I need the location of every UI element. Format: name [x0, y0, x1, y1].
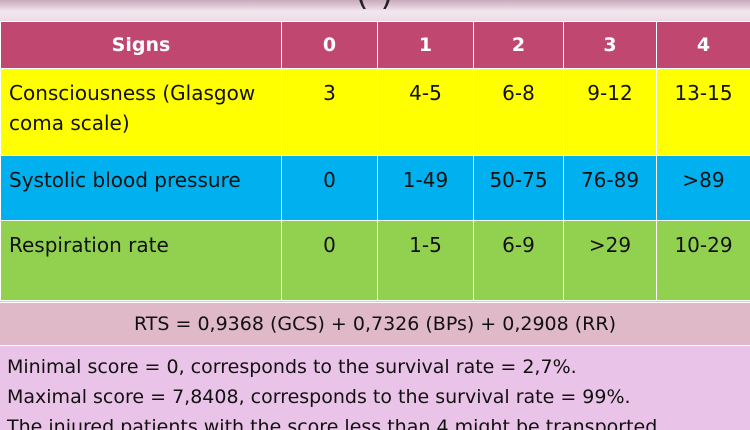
value-cell: 3: [281, 68, 378, 156]
table-row-respiration: Respiration rate 0 1-5 6-9 >29 10-29: [0, 220, 750, 301]
value-cell: 9-12: [563, 68, 657, 156]
title-band: ( ): [0, 0, 750, 21]
value-cell: 76-89: [563, 155, 657, 221]
sign-label: Respiration rate: [9, 233, 169, 257]
value-cell: 4-5: [377, 68, 474, 156]
sign-cell: Systolic blood pressure: [0, 155, 282, 221]
sign-cell: Respiration rate: [0, 220, 282, 301]
sign-label: Consciousness (Glasgow coma scale): [9, 81, 256, 135]
rts-formula: RTS = 0,9368 (GCS) + 0,7326 (BPs) + 0,29…: [0, 302, 750, 346]
notes-box: Minimal score = 0, corresponds to the su…: [0, 346, 750, 430]
value-text: 4-5: [409, 81, 442, 105]
header-score-4: 4: [656, 21, 750, 69]
table-header-row: Signs 0 1 2 3 4: [0, 21, 750, 69]
value-text: 0: [323, 168, 336, 192]
value-text: 3: [323, 81, 336, 105]
header-score-3: 3: [563, 21, 657, 69]
value-text: 10-29: [674, 233, 733, 257]
value-text: 6-9: [502, 233, 535, 257]
value-cell: 0: [281, 155, 378, 221]
value-text: >29: [588, 233, 632, 257]
value-text: >89: [682, 168, 725, 192]
value-text: 9-12: [587, 81, 633, 105]
value-text: 1-5: [409, 233, 442, 257]
sign-label: Systolic blood pressure: [9, 168, 241, 192]
value-text: 1-49: [402, 168, 449, 192]
header-score-2: 2: [473, 21, 564, 69]
value-text: 76-89: [580, 168, 640, 192]
header-score-0: 0: [281, 21, 378, 69]
value-cell: >89: [656, 155, 750, 221]
value-cell: 13-15: [656, 68, 750, 156]
table-row-blood-pressure: Systolic blood pressure 0 1-49 50-75 76-…: [0, 155, 750, 221]
value-text: 0: [323, 233, 336, 257]
value-cell: 6-8: [473, 68, 564, 156]
value-cell: 1-5: [377, 220, 474, 301]
header-score-1: 1: [377, 21, 474, 69]
value-cell: 0: [281, 220, 378, 301]
value-cell: 6-9: [473, 220, 564, 301]
header-signs: Signs: [0, 21, 282, 69]
note-maximal-score: Maximal score = 7,8408, corresponds to t…: [7, 386, 631, 408]
value-text: 13-15: [674, 81, 733, 105]
slide-title-fragment: ( ): [0, 0, 750, 12]
value-text: 50-75: [489, 168, 548, 192]
note-minimal-score: Minimal score = 0, corresponds to the su…: [7, 356, 577, 378]
note-transport: The injured patients with the score less…: [7, 416, 658, 430]
value-cell: 10-29: [656, 220, 750, 301]
value-text: 6-8: [502, 81, 535, 105]
sign-cell: Consciousness (Glasgow coma scale): [0, 68, 282, 156]
value-cell: >29: [563, 220, 657, 301]
rts-table: Signs 0 1 2 3 4 Consciousness (Glasgow c…: [0, 21, 750, 301]
value-cell: 50-75: [473, 155, 564, 221]
table-row-consciousness: Consciousness (Glasgow coma scale) 3 4-5…: [0, 68, 750, 156]
value-cell: 1-49: [377, 155, 474, 221]
